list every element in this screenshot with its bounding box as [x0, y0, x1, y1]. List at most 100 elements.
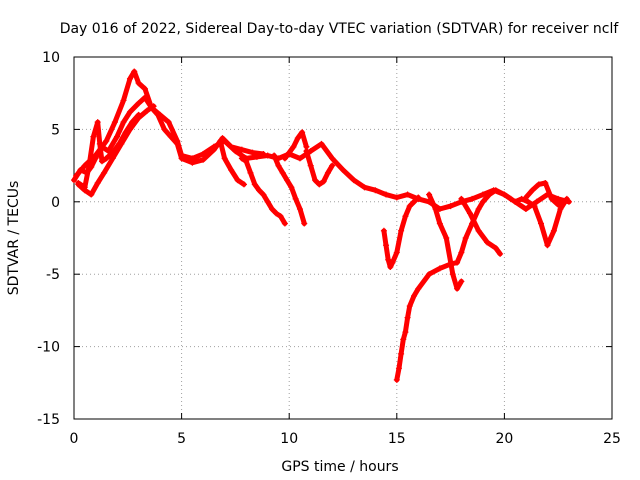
- series-upper-branch: [73, 68, 267, 179]
- data-point: [301, 220, 308, 227]
- series-dip-7: [217, 137, 248, 188]
- data-point: [154, 111, 161, 118]
- data-point: [249, 149, 256, 156]
- data-point: [120, 119, 127, 126]
- data-point: [443, 235, 450, 241]
- data-point: [522, 206, 529, 213]
- data-point: [350, 177, 357, 184]
- data-point: [126, 109, 133, 116]
- data-point: [101, 169, 108, 176]
- data-point: [217, 137, 224, 144]
- data-point: [458, 195, 465, 202]
- data-point: [260, 151, 267, 158]
- data-point: [492, 187, 499, 194]
- x-tick-label: 20: [495, 431, 513, 447]
- data-point: [525, 198, 532, 205]
- data-point: [81, 187, 88, 194]
- y-tick-label: 5: [51, 122, 60, 138]
- data-point: [292, 195, 299, 202]
- data-point: [415, 194, 422, 201]
- data-point: [296, 155, 303, 162]
- data-point: [454, 285, 461, 292]
- data-point: [264, 152, 271, 159]
- data-point: [303, 143, 310, 150]
- data-point: [318, 140, 325, 147]
- data-point: [135, 114, 142, 121]
- x-tick-label: 0: [70, 431, 79, 447]
- data-point: [479, 191, 486, 198]
- data-point: [221, 155, 228, 162]
- y-tick-label: -5: [46, 267, 60, 283]
- data-point: [98, 158, 105, 165]
- data-point: [501, 191, 508, 198]
- data-point: [264, 198, 271, 205]
- data-point: [73, 172, 80, 179]
- data-point: [426, 271, 433, 278]
- x-tick-label: 25: [603, 431, 621, 447]
- data-point: [312, 177, 319, 184]
- series-layer: [71, 68, 572, 383]
- data-point: [398, 227, 405, 234]
- data-point: [535, 181, 542, 188]
- data-point: [475, 206, 482, 213]
- series-dip-9_5: [271, 152, 308, 227]
- data-point: [92, 152, 99, 159]
- series-spike-10_5: [281, 129, 310, 162]
- y-tick-label: -15: [37, 412, 60, 428]
- data-point: [518, 195, 525, 202]
- series-line-dip-9_5: [271, 153, 307, 226]
- data-point: [383, 191, 390, 198]
- data-point: [307, 162, 314, 169]
- x-axis-tick-labels: 0 5 10 15 20 25: [70, 431, 621, 447]
- data-point: [234, 177, 241, 184]
- data-point: [200, 151, 207, 158]
- data-point: [555, 195, 562, 202]
- data-point: [561, 198, 568, 205]
- data-point: [486, 191, 493, 198]
- data-point: [329, 162, 336, 169]
- series-line-deep-drop: [394, 187, 514, 383]
- data-point: [94, 179, 101, 186]
- data-point: [161, 126, 168, 133]
- data-point: [531, 203, 538, 210]
- data-point: [281, 155, 288, 162]
- data-point: [436, 220, 443, 227]
- data-point: [449, 271, 456, 278]
- data-point: [411, 198, 418, 205]
- data-point: [402, 329, 409, 336]
- data-point: [94, 119, 101, 126]
- data-point: [126, 126, 133, 133]
- data-point: [189, 159, 196, 166]
- data-point: [103, 137, 110, 144]
- x-axis-label: GPS time / hours: [281, 459, 398, 475]
- data-point: [111, 119, 118, 126]
- y-axis-tick-labels: -15 -10 -5 0 5 10: [37, 50, 60, 428]
- series-dip-8_3: [238, 155, 288, 227]
- data-point: [387, 263, 394, 270]
- data-point: [96, 140, 103, 147]
- data-point: [404, 314, 411, 321]
- data-point: [88, 191, 95, 198]
- series-deep-drop: [393, 187, 514, 383]
- series-line-upper-branch: [73, 69, 266, 179]
- data-point: [555, 201, 562, 208]
- data-point: [286, 149, 293, 156]
- data-point: [71, 177, 77, 184]
- plot-frame: [73, 56, 613, 420]
- data-point: [299, 129, 306, 136]
- data-point: [296, 206, 303, 213]
- data-point: [290, 143, 297, 150]
- data-point: [144, 107, 151, 114]
- data-point: [380, 227, 387, 234]
- data-point: [109, 155, 116, 162]
- data-point: [537, 220, 544, 227]
- x-tick-label: 15: [388, 431, 406, 447]
- data-point: [479, 198, 486, 205]
- axis-ticks: [73, 56, 613, 420]
- data-point: [135, 100, 142, 107]
- data-point: [400, 336, 407, 343]
- data-point: [174, 140, 181, 147]
- data-point: [406, 303, 413, 310]
- data-point: [243, 158, 250, 165]
- data-point: [385, 256, 392, 263]
